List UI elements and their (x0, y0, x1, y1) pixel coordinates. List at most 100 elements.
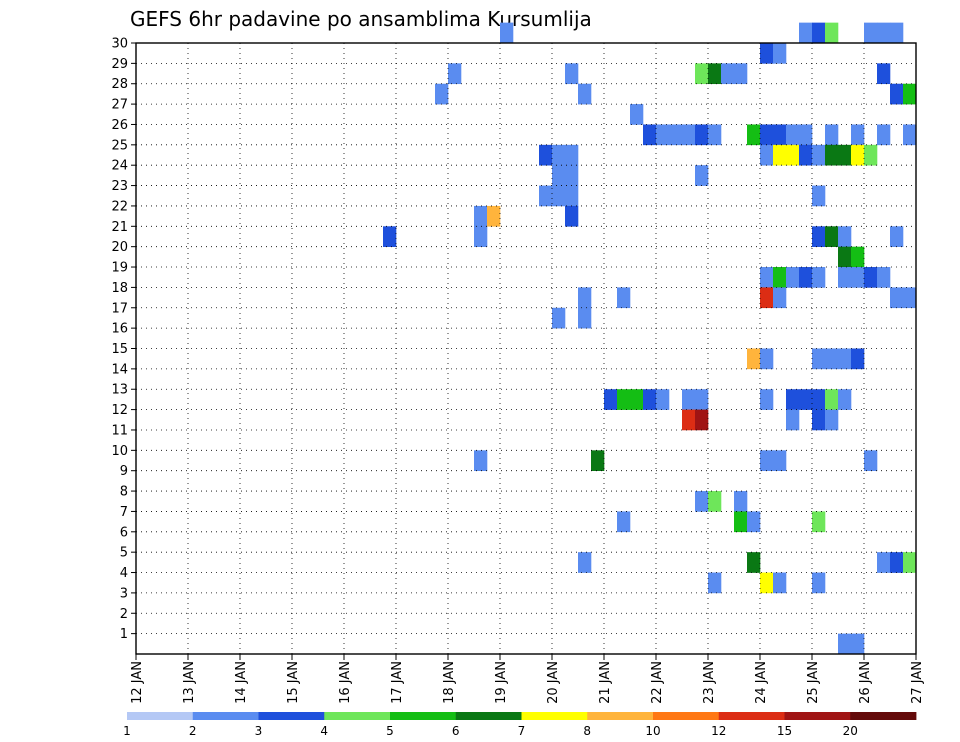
chart-title: GEFS 6hr padavine po ansamblima Kursumli… (130, 7, 592, 31)
heatmap-cell (643, 124, 657, 146)
heatmap-cell (851, 348, 865, 370)
heatmap-cell (435, 83, 449, 105)
heatmap-cell (864, 22, 878, 44)
heatmap-cell (903, 124, 917, 146)
x-tick-label: 24 JAN (754, 661, 769, 704)
heatmap-cell (578, 83, 592, 105)
x-tick-label: 25 JAN (806, 661, 821, 704)
y-tick-label: 15 (111, 342, 128, 357)
heatmap-cell (812, 511, 826, 533)
heatmap-cell (890, 287, 904, 309)
colorbar-label: 2 (189, 724, 197, 738)
heatmap-cell (838, 389, 852, 410)
y-tick-label: 24 (111, 159, 128, 174)
y-tick-label: 12 (111, 403, 128, 418)
heatmap-cell (565, 165, 579, 186)
heatmap-cell (643, 389, 657, 410)
heatmap-cell (604, 389, 618, 410)
heatmap-cell (500, 22, 514, 44)
heatmap-cell (708, 491, 722, 512)
heatmap-cell (669, 124, 683, 146)
heatmap-cell (786, 267, 800, 288)
x-tick-label: 17 JAN (390, 661, 405, 704)
heatmap-cell (773, 43, 787, 64)
heatmap-cell (838, 144, 852, 166)
heatmap-cells (383, 22, 917, 655)
heatmap-cell (799, 124, 813, 146)
heatmap-cell (552, 165, 566, 186)
heatmap-cell (838, 226, 852, 247)
heatmap-cell (877, 267, 891, 288)
heatmap-cell (734, 491, 748, 512)
y-tick-label: 9 (120, 464, 128, 479)
colorbar-label: 20 (843, 724, 858, 738)
colorbar-swatch (455, 712, 522, 720)
y-tick-label: 5 (120, 546, 128, 561)
heatmap-cell (747, 124, 761, 146)
heatmap-cell (786, 124, 800, 146)
heatmap-cell (760, 43, 774, 64)
x-tick-label: 18 JAN (442, 661, 457, 704)
heatmap-cell (812, 185, 826, 207)
x-tick-label: 26 JAN (858, 661, 873, 704)
heatmap-cell (747, 511, 761, 533)
heatmap-cell (786, 389, 800, 410)
colorbar-swatch (850, 712, 917, 720)
heatmap-cell (695, 63, 709, 85)
colorbar-label: 1 (123, 724, 131, 738)
y-tick-label: 11 (111, 423, 128, 438)
heatmap-cell (630, 389, 644, 410)
heatmap-cell (565, 144, 579, 166)
colorbar-swatch (653, 712, 720, 720)
colorbar-label: 8 (583, 724, 591, 738)
heatmap-cell (565, 205, 579, 227)
colorbar-label: 15 (777, 724, 792, 738)
y-tick-label: 26 (111, 118, 128, 133)
colorbar-label: 7 (518, 724, 526, 738)
heatmap-cell (773, 124, 787, 146)
heatmap-cell (760, 124, 774, 146)
y-axis: 1234567891011121314151617181920212223242… (111, 37, 136, 642)
colorbar-swatch (390, 712, 457, 720)
heatmap-cell (721, 63, 735, 85)
y-tick-label: 28 (111, 77, 128, 92)
colorbar-label: 10 (645, 724, 660, 738)
heatmap-cell (656, 389, 670, 410)
heatmap-cell (773, 144, 787, 166)
colorbar-swatch (127, 712, 194, 720)
heatmap-cell (825, 226, 839, 247)
x-tick-label: 16 JAN (338, 661, 353, 704)
heatmap-cell (578, 287, 592, 309)
x-tick-label: 13 JAN (182, 661, 197, 704)
x-tick-label: 14 JAN (234, 661, 249, 704)
colorbar-label: 5 (386, 724, 394, 738)
x-tick-label: 15 JAN (286, 661, 301, 704)
heatmap-cell (539, 185, 553, 207)
heatmap-cell (890, 83, 904, 105)
x-tick-label: 21 JAN (598, 661, 613, 704)
heatmap-cell (825, 409, 839, 431)
colorbar-swatch (784, 712, 851, 720)
heatmap-cell (825, 348, 839, 370)
heatmap-cell (565, 185, 579, 207)
y-tick-label: 1 (120, 627, 128, 642)
heatmap-cell (812, 144, 826, 166)
heatmap-cell (864, 144, 878, 166)
heatmap-cell (695, 409, 709, 431)
heatmap-cell (734, 511, 748, 533)
y-tick-label: 20 (111, 240, 128, 255)
x-axis: 12 JAN 13 JAN 14 JAN 15 JAN 16 JAN 17 JAN 18 J… (130, 654, 925, 704)
heatmap-cell (617, 287, 631, 309)
heatmap-cell (877, 63, 891, 85)
heatmap-cell (630, 104, 644, 125)
heatmap-cell (695, 165, 709, 186)
colorbar-label: 6 (452, 724, 460, 738)
heatmap-cell (825, 144, 839, 166)
heatmap-cell (773, 267, 787, 288)
heatmap-cell (747, 348, 761, 370)
heatmap-cell (773, 450, 787, 471)
grid-lines (136, 43, 916, 654)
heatmap-cell (695, 389, 709, 410)
heatmap-cell (708, 572, 722, 594)
x-tick-label: 27 JAN (910, 661, 925, 704)
